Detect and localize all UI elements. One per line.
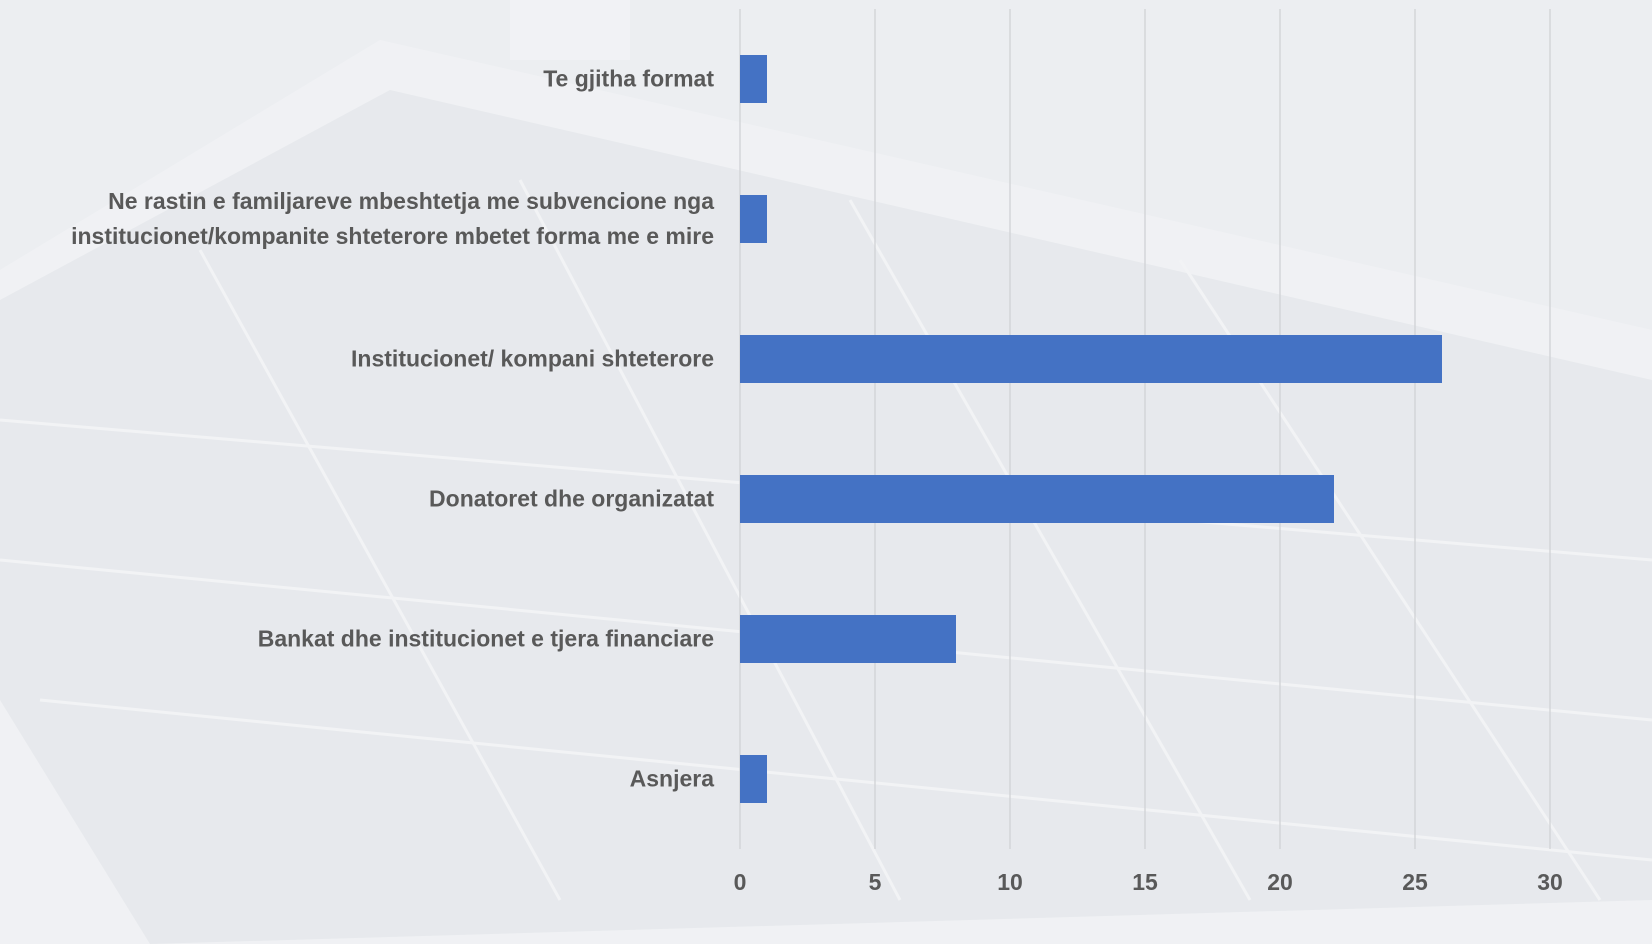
y-tick-label: Ne rastin e familjareve mbeshtetja me su… [0, 184, 714, 254]
background-photo [0, 0, 1652, 944]
bar [740, 55, 767, 103]
x-tick-label: 0 [734, 869, 747, 895]
x-tick-label: 15 [1132, 869, 1158, 895]
bar [740, 615, 956, 663]
plot: 0 5 10 15 20 25 30 [0, 0, 1652, 944]
bar [740, 475, 1334, 523]
chart: 0 5 10 15 20 25 30 Te gjitha format Ne rastin e… [0, 0, 1652, 944]
x-tick-label: 30 [1537, 869, 1563, 895]
x-tick-label: 5 [869, 869, 882, 895]
x-tick-label: 10 [997, 869, 1023, 895]
y-tick-label: Bankat dhe institucionet e tjera financi… [0, 622, 714, 657]
y-tick-label: Institucionet/ kompani shteterore [0, 342, 714, 377]
bar [740, 195, 767, 243]
x-tick-label: 25 [1402, 869, 1428, 895]
bar [740, 755, 767, 803]
x-tick-label: 20 [1267, 869, 1293, 895]
y-tick-label: Asnjera [0, 762, 714, 797]
bar [740, 335, 1442, 383]
y-tick-label: Te gjitha format [0, 62, 714, 97]
y-tick-label: Donatoret dhe organizatat [0, 482, 714, 517]
